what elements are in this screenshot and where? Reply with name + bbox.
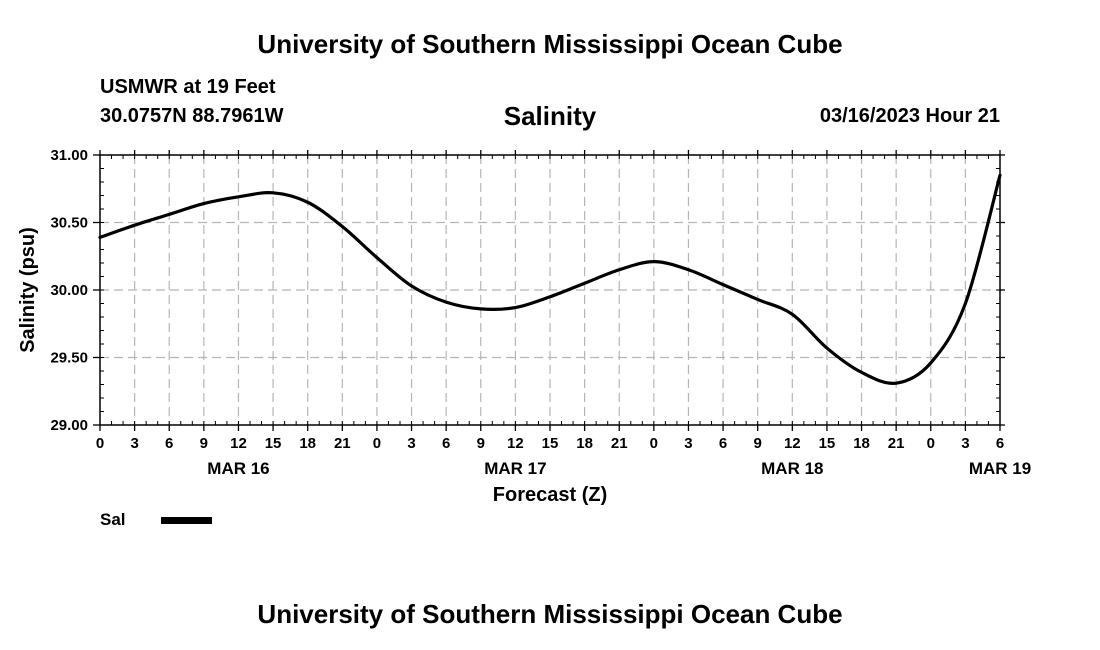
x-tick-label: 6 (719, 435, 727, 452)
y-tick-label: 31.00 (50, 147, 88, 164)
x-tick-label: 3 (961, 435, 969, 452)
x-tick-label: 15 (819, 435, 836, 452)
legend-label: Sal (100, 510, 126, 529)
x-tick-label: 3 (130, 435, 138, 452)
legend-line-swatch (161, 517, 212, 524)
x-tick-label: 0 (650, 435, 658, 452)
y-axis-title: Salinity (psu) (17, 227, 39, 353)
station-label: USMWR at 19 Feet (100, 76, 276, 98)
x-tick-label: 12 (784, 435, 801, 452)
x-tick-label: 9 (200, 435, 208, 452)
y-tick-label: 30.00 (50, 282, 88, 299)
x-tick-label: 6 (165, 435, 173, 452)
x-tick-label: 12 (230, 435, 247, 452)
series-line-sal (98, 173, 1002, 385)
axis-ticks (93, 150, 1005, 431)
x-tick-label: 9 (754, 435, 762, 452)
x-tick-label: 0 (927, 435, 935, 452)
x-date-label: MAR 17 (484, 459, 546, 478)
x-tick-label: 15 (542, 435, 559, 452)
y-tick-label: 29.50 (50, 350, 88, 367)
chart-title: Salinity (503, 101, 597, 131)
x-tick-label: 9 (477, 435, 485, 452)
x-date-label: MAR 19 (969, 459, 1031, 478)
x-axis-title: Forecast (Z) (493, 484, 607, 506)
y-tick-label: 30.50 (50, 215, 88, 232)
x-date-label: MAR 16 (207, 459, 269, 478)
y-tick-label: 29.00 (50, 417, 88, 434)
x-tick-label: 21 (888, 435, 905, 452)
x-tick-label: 3 (407, 435, 415, 452)
x-tick-label: 18 (853, 435, 870, 452)
x-date-label: MAR 18 (761, 459, 823, 478)
x-tick-label: 0 (373, 435, 381, 452)
forecast-datetime: 03/16/2023 Hour 21 (819, 105, 1000, 127)
footer-title: University of Southern Mississippi Ocean… (257, 599, 843, 629)
x-tick-label: 18 (576, 435, 593, 452)
x-tick-label: 6 (442, 435, 450, 452)
x-tick-label: 21 (334, 435, 351, 452)
x-tick-label: 3 (684, 435, 692, 452)
x-tick-label: 18 (299, 435, 316, 452)
x-tick-label: 21 (611, 435, 628, 452)
page-title: University of Southern Mississippi Ocean… (257, 29, 843, 59)
axis-labels: 0 3 6 9 12 15 18 21 0 3 6 9 12 15 18 21 0 3 6 9 12 15 18 21 0 3 6 2… (17, 147, 1031, 506)
x-tick-label: 6 (996, 435, 1004, 452)
grid-lines (100, 155, 1000, 425)
station-coordinates: 30.0757N 88.7961W (100, 105, 284, 127)
series-layer (98, 173, 1002, 385)
x-tick-label: 0 (96, 435, 104, 452)
x-tick-label: 12 (507, 435, 524, 452)
x-tick-label: 15 (265, 435, 282, 452)
